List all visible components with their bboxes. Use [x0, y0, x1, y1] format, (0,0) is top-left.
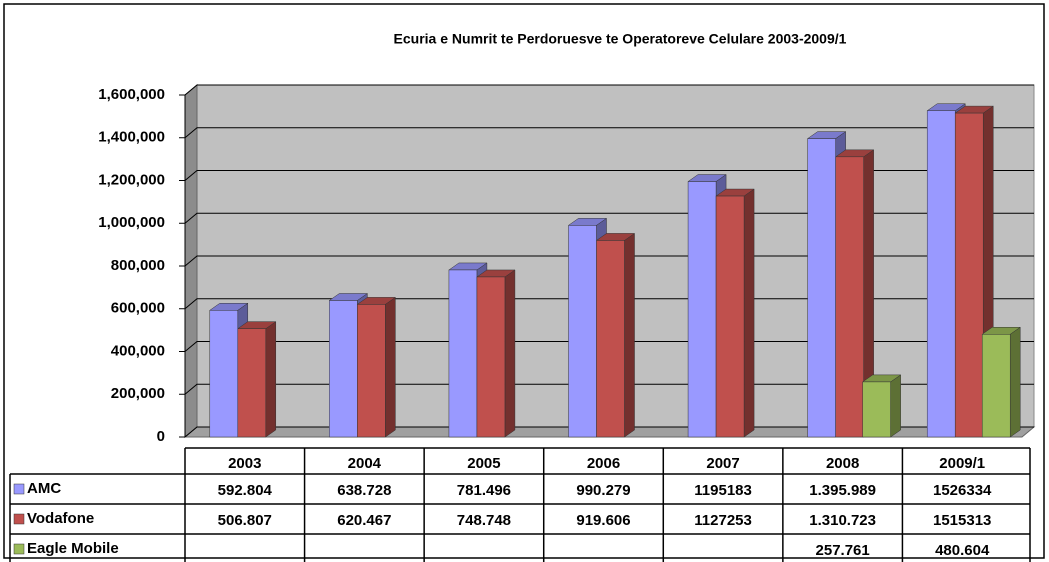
bar-side — [890, 374, 901, 438]
bar — [954, 112, 984, 438]
grid-line — [184, 426, 1034, 438]
bar — [926, 110, 956, 438]
data-table-value: 1.395.989 — [809, 482, 876, 499]
bar — [329, 300, 358, 438]
grid-line — [184, 127, 1034, 139]
bar — [596, 240, 625, 438]
data-table-value: 1526334 — [933, 482, 992, 499]
data-table-value: 1195183 — [694, 482, 752, 499]
x-tick-label: 2005 — [467, 455, 500, 472]
bar — [209, 310, 239, 438]
data-table-value: 748.748 — [457, 512, 511, 529]
bar — [715, 195, 745, 438]
data-table-value: 480.604 — [935, 542, 990, 559]
bar — [687, 181, 717, 438]
bar — [357, 304, 386, 438]
bar — [981, 334, 1011, 438]
data-table-value: 919.606 — [576, 512, 630, 529]
legend-label: Vodafone — [27, 510, 94, 527]
bar-side — [743, 188, 755, 438]
bar — [568, 225, 597, 438]
bar-side — [265, 321, 277, 438]
data-table-value: 620.467 — [337, 512, 391, 529]
grid-line — [184, 84, 1034, 96]
x-tick-label: 2009/1 — [939, 455, 985, 472]
x-tick-label: 2004 — [348, 455, 382, 472]
data-table-value: 1515313 — [933, 512, 991, 529]
grid-line — [184, 298, 1034, 310]
bar-side — [504, 269, 516, 438]
legend-key — [13, 513, 25, 525]
grid-line — [184, 170, 1034, 181]
data-table-value: 781.496 — [457, 482, 511, 499]
y-tick-label: 200,000 — [111, 385, 165, 402]
grid-line — [184, 383, 1034, 395]
y-tick-label: 1,000,000 — [98, 214, 165, 231]
y-tick-label: 1,600,000 — [98, 86, 165, 103]
y-tick-label: 600,000 — [111, 300, 165, 317]
bar — [835, 156, 864, 438]
bar — [476, 276, 506, 438]
data-table-value: 257.761 — [816, 542, 870, 559]
data-table-value: 990.279 — [576, 482, 630, 499]
legend-label: AMC — [27, 480, 61, 497]
grid-line — [184, 341, 1034, 352]
x-tick-label: 2003 — [228, 455, 261, 472]
y-tick-label: 1,400,000 — [98, 129, 165, 146]
x-tick-label: 2007 — [706, 455, 739, 472]
y-tick-label: 0 — [157, 428, 165, 445]
bar — [862, 381, 891, 438]
data-table-value: 592.804 — [218, 482, 273, 499]
y-tick-label: 400,000 — [111, 342, 165, 359]
data-table-value: 1127253 — [694, 512, 752, 529]
bar-side — [624, 232, 635, 438]
grid-line — [184, 255, 1034, 267]
legend-key — [13, 483, 25, 495]
bar — [448, 269, 478, 438]
bar-side — [1009, 326, 1021, 438]
bar-side — [385, 296, 396, 438]
bar — [807, 138, 836, 438]
y-tick-label: 800,000 — [111, 257, 165, 274]
data-table-value: 506.807 — [218, 512, 272, 529]
legend-key — [13, 543, 25, 555]
data-table-value: 1.310.723 — [809, 512, 876, 529]
bar — [237, 328, 267, 438]
x-tick-label: 2008 — [826, 455, 859, 472]
chart-title: Ecuria e Numrit te Perdoruesve te Operat… — [394, 31, 847, 47]
data-table-value: 638.728 — [337, 482, 391, 499]
grid-line — [184, 212, 1034, 224]
y-tick-label: 1,200,000 — [98, 171, 165, 188]
x-tick-label: 2006 — [587, 455, 620, 472]
legend-label: Eagle Mobile — [27, 540, 119, 557]
